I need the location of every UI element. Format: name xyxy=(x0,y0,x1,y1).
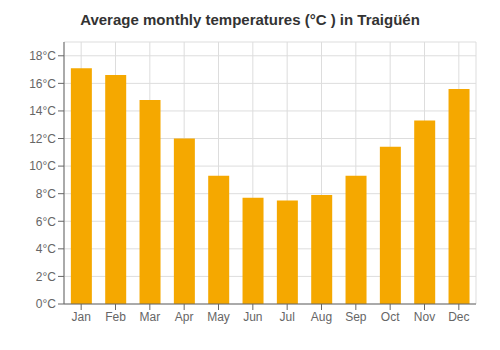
svg-text:Jul: Jul xyxy=(279,310,294,324)
svg-text:Oct: Oct xyxy=(381,310,400,324)
svg-text:0°C: 0°C xyxy=(36,297,56,311)
svg-text:May: May xyxy=(207,310,230,324)
svg-text:4°C: 4°C xyxy=(36,242,56,256)
svg-text:18°C: 18°C xyxy=(29,49,56,63)
svg-text:Jun: Jun xyxy=(243,310,262,324)
svg-text:2°C: 2°C xyxy=(36,270,56,284)
svg-text:Sep: Sep xyxy=(345,310,367,324)
svg-text:Feb: Feb xyxy=(105,310,126,324)
svg-text:Mar: Mar xyxy=(139,310,160,324)
svg-text:Apr: Apr xyxy=(175,310,194,324)
svg-text:Aug: Aug xyxy=(311,310,332,324)
html-text:Average monthly temperatures (: Average monthly temperatures (°C ) in Tr… xyxy=(80,11,420,28)
svg-text:Jan: Jan xyxy=(71,310,90,324)
svg-text:Nov: Nov xyxy=(414,310,435,324)
svg-text:16°C: 16°C xyxy=(29,77,56,91)
svg-text:12°C: 12°C xyxy=(29,132,56,146)
svg-text:14°C: 14°C xyxy=(29,104,56,118)
svg-text:Dec: Dec xyxy=(448,310,469,324)
svg-text:10°C: 10°C xyxy=(29,159,56,173)
svg-text:8°C: 8°C xyxy=(36,187,56,201)
svg-text:6°C: 6°C xyxy=(36,215,56,229)
